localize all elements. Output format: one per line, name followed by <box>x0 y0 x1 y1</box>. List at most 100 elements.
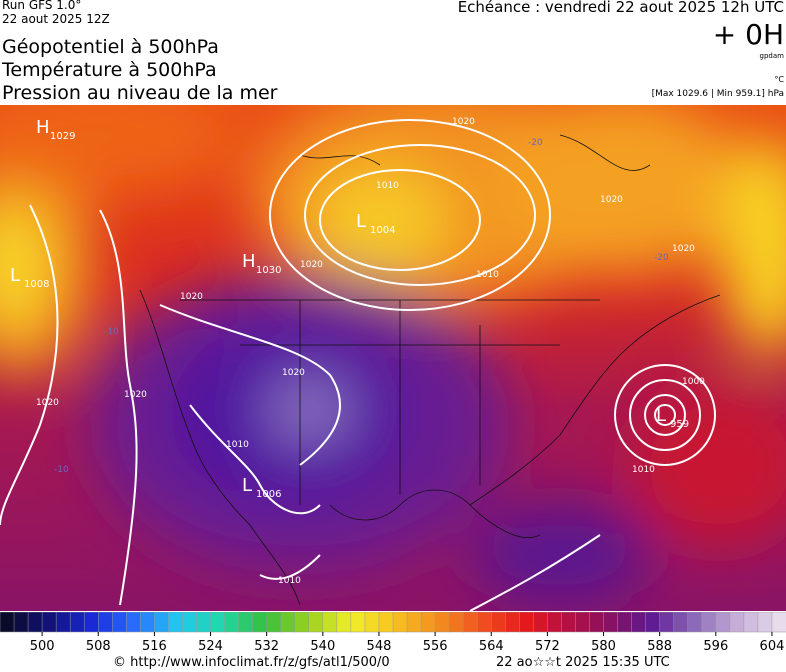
colorbar-tick-label: 500 <box>30 639 55 654</box>
colorbar-cell <box>406 612 422 633</box>
title-temperature: Température à 500hPa <box>2 59 217 81</box>
colorbar-cell <box>322 612 338 633</box>
colorbar-cell <box>140 612 156 633</box>
isobar-label: 1020 <box>124 390 147 400</box>
colorbar-tick-label: 532 <box>254 639 279 654</box>
colorbar-tick-label: 548 <box>367 639 392 654</box>
pressure-center-type: H <box>36 117 50 138</box>
colorbar-cell <box>126 612 142 633</box>
pressure-center-type: L <box>242 475 252 496</box>
colorbar-cell <box>673 612 689 633</box>
colorbar-cell <box>519 612 535 633</box>
source-url: © http://www.infoclimat.fr/z/gfs/atl1/50… <box>113 655 390 670</box>
colorbar-cell <box>55 612 71 633</box>
colorbar-cell <box>336 612 352 633</box>
colorbar-cell <box>547 612 563 633</box>
colorbar-cell <box>729 612 745 633</box>
colorbar-cell <box>210 612 226 633</box>
colorbar-cell <box>462 612 478 633</box>
run-label: Run GFS 1.0° <box>2 0 82 12</box>
colorbar-cell <box>434 612 450 633</box>
colorbar-cell <box>0 612 15 633</box>
colorbar-cell <box>308 612 324 633</box>
colorbar-cell <box>491 612 507 633</box>
colorbar-cell <box>196 612 212 633</box>
colorbar-cell <box>687 612 703 633</box>
isobar-label: 1010 <box>632 465 655 475</box>
colorbar-tick-label: 572 <box>535 639 560 654</box>
colorbar-tick-label: 588 <box>647 639 672 654</box>
colorbar-cell <box>476 612 493 633</box>
pressure-center-type: L <box>10 265 20 286</box>
temperature-label: -10 <box>54 465 69 475</box>
colorbar-tick-label: 508 <box>86 639 111 654</box>
colorbar-cell <box>280 612 296 633</box>
colorbar-cell <box>575 612 591 633</box>
colorbar-cell <box>701 612 717 633</box>
pressure-extremes: [Max 1029.6 | Min 959.1] hPa <box>651 89 784 99</box>
isobar-label: 1000 <box>682 377 705 387</box>
colorbar-cell <box>617 612 633 633</box>
temperature-label: -20 <box>528 138 543 148</box>
colorbar-cell <box>533 612 549 633</box>
colorbar-cell <box>13 612 29 633</box>
colorbar-cell <box>168 612 184 633</box>
colorbar-tick-label: 580 <box>591 639 616 654</box>
run-date: 22 aout 2025 12Z <box>2 12 110 26</box>
colorbar-cell <box>771 612 786 633</box>
colorbar-cell <box>392 612 408 633</box>
colorbar-cell <box>41 612 57 633</box>
colorbar-cell <box>645 612 661 633</box>
pressure-center-value: 1030 <box>256 265 281 276</box>
isobar-label: 1020 <box>672 244 695 254</box>
colorbar-tick-label: 556 <box>423 639 448 654</box>
colorbar-cell <box>112 612 128 633</box>
pressure-center-value: 1008 <box>24 279 49 290</box>
colorbar-tick-label: 604 <box>760 639 785 654</box>
temperature-label: -20 <box>654 253 669 263</box>
colorbar: 500 508 516 524 532 540 548 556 564 572 580 588 596 6… <box>0 612 786 654</box>
title-pressure: Pression au niveau de la mer <box>2 82 278 104</box>
isobars <box>0 119 716 611</box>
colorbar-cell <box>350 612 366 633</box>
isobar-label: 1010 <box>476 270 499 280</box>
colorbar-cell <box>561 612 577 633</box>
colorbar-cell <box>27 612 43 633</box>
isobar-label: 1020 <box>300 260 323 270</box>
colorbar-cell <box>420 612 436 633</box>
temperature-label: -10 <box>104 327 119 337</box>
unit-geopotential: gpdam <box>759 52 784 60</box>
colorbar-cell <box>448 612 464 633</box>
colorbar-cell <box>224 612 240 633</box>
pressure-center-value: 959 <box>670 419 689 430</box>
colorbar-tick-label: 540 <box>310 639 335 654</box>
pressure-center-type: L <box>356 211 366 232</box>
pressure-center-type: H <box>242 251 256 272</box>
pressure-center-value: 1029 <box>50 131 75 142</box>
forecast-time: Echéance : vendredi 22 aout 2025 12h UTC <box>457 0 784 16</box>
pressure-center-value: 1004 <box>370 225 395 236</box>
isobar-label: 1020 <box>452 117 475 127</box>
colorbar-cell <box>378 612 394 633</box>
isobar-label: 1010 <box>278 576 301 586</box>
colorbar-cell <box>757 612 773 633</box>
colorbar-cell <box>69 612 85 633</box>
colorbar-cell <box>364 612 380 633</box>
colorbar-cell <box>589 612 605 633</box>
isobar-label: 1010 <box>376 181 399 191</box>
colorbar-cell <box>238 612 254 633</box>
colorbar-cell <box>182 612 198 633</box>
colorbar-cell <box>252 612 268 633</box>
isobar-label: 1020 <box>180 292 203 302</box>
colorbar-cell <box>266 612 282 633</box>
colorbar-cell <box>98 612 114 633</box>
colorbar-tick-label: 516 <box>142 639 167 654</box>
colorbar-cell <box>659 612 675 633</box>
isobar-label: 1020 <box>36 398 59 408</box>
lead-time: + 0H <box>712 18 784 51</box>
colorbar-tick-label: 596 <box>703 639 728 654</box>
colorbar-cell <box>154 612 170 633</box>
